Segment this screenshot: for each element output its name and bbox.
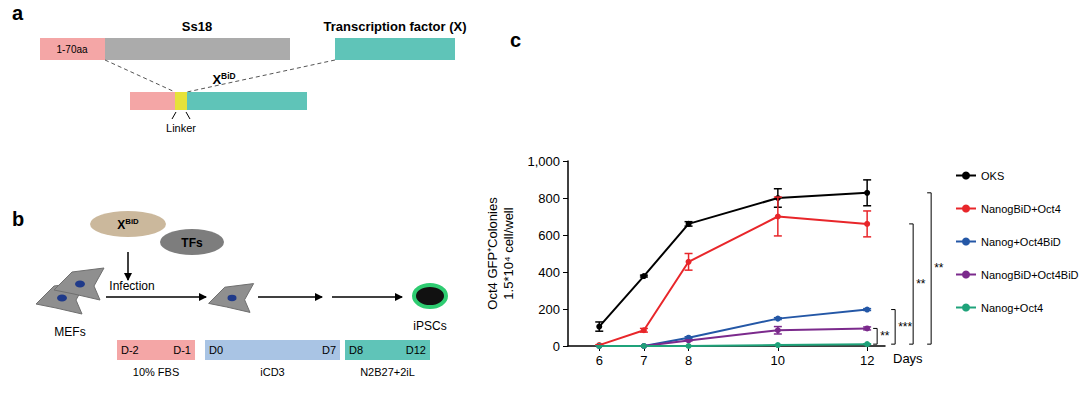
svg-text:c: c (510, 29, 521, 51)
svg-text:**: ** (916, 277, 926, 291)
svg-text:Days: Days (893, 351, 923, 366)
svg-text:0: 0 (553, 339, 560, 354)
svg-text:iPSCs: iPSCs (413, 319, 446, 333)
svg-text:400: 400 (538, 265, 560, 280)
svg-text:***: *** (898, 320, 912, 334)
svg-text:Transcription factor (X): Transcription factor (X) (323, 19, 466, 34)
svg-text:1,000: 1,000 (527, 154, 560, 169)
svg-text:XBiD: XBiD (212, 71, 235, 87)
svg-text:MEFs: MEFs (54, 325, 85, 339)
svg-text:7: 7 (640, 353, 647, 368)
svg-text:Nanog+Oct4: Nanog+Oct4 (981, 302, 1043, 314)
svg-text:Ss18: Ss18 (182, 19, 212, 34)
svg-text:200: 200 (538, 302, 560, 317)
svg-text:NanogBiD+Oct4: NanogBiD+Oct4 (981, 203, 1061, 215)
svg-text:Nanog+Oct4BiD: Nanog+Oct4BiD (981, 236, 1061, 248)
svg-text:NanogBiD+Oct4BiD: NanogBiD+Oct4BiD (981, 269, 1079, 281)
svg-text:OKS: OKS (981, 170, 1004, 182)
svg-text:1.5*10⁴ cell/well: 1.5*10⁴ cell/well (501, 207, 516, 299)
svg-text:iCD3: iCD3 (260, 366, 284, 378)
svg-text:6: 6 (596, 353, 603, 368)
svg-text:D7: D7 (322, 344, 336, 356)
svg-text:N2B27+2iL: N2B27+2iL (360, 366, 415, 378)
svg-text:8: 8 (685, 353, 692, 368)
svg-text:**: ** (880, 329, 890, 343)
svg-text:D-1: D-1 (173, 344, 191, 356)
svg-text:800: 800 (538, 191, 560, 206)
svg-text:D-2: D-2 (121, 344, 139, 356)
svg-text:10: 10 (771, 353, 785, 368)
svg-text:1-70aa: 1-70aa (56, 44, 88, 55)
svg-text:D0: D0 (209, 344, 223, 356)
svg-text:Oct4 GFP⁺Colonies: Oct4 GFP⁺Colonies (485, 197, 500, 310)
svg-text:a: a (12, 2, 24, 24)
svg-text:TFs: TFs (181, 236, 203, 250)
svg-text:600: 600 (538, 228, 560, 243)
svg-text:XBiD: XBiD (117, 217, 139, 232)
svg-text:b: b (12, 208, 24, 230)
svg-text:**: ** (934, 261, 944, 275)
svg-text:10% FBS: 10% FBS (133, 366, 179, 378)
svg-text:D12: D12 (406, 344, 426, 356)
svg-text:Infection: Infection (109, 279, 154, 293)
svg-text:Linker: Linker (166, 122, 196, 134)
svg-text:D8: D8 (349, 344, 363, 356)
svg-text:12: 12 (860, 353, 874, 368)
